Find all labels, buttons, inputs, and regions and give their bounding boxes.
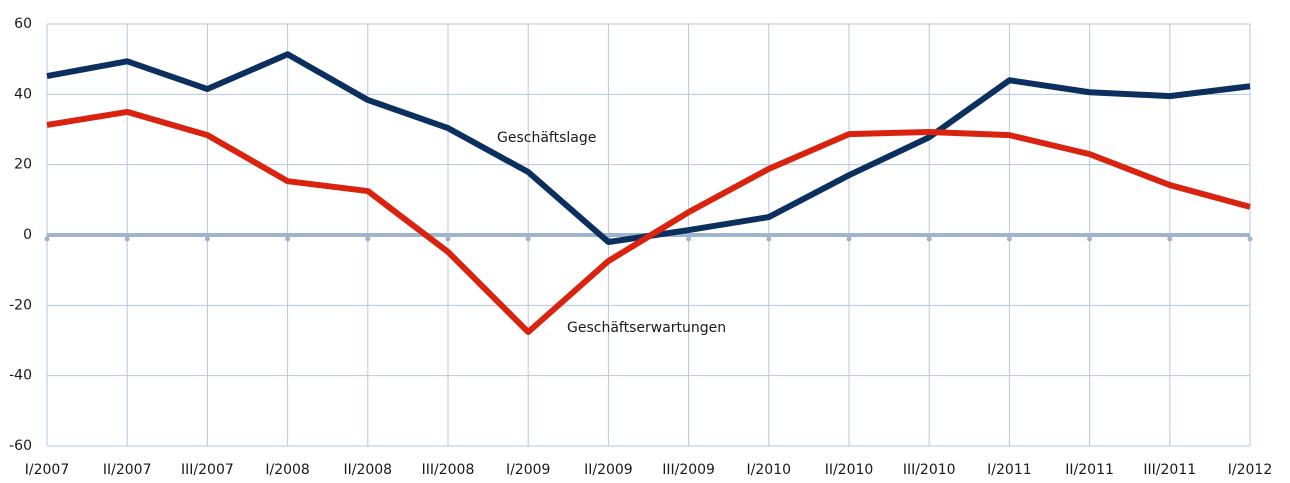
zero-line-dot — [1247, 236, 1253, 242]
x-tick-label: III/2010 — [903, 462, 956, 478]
zero-line-dot — [1167, 236, 1173, 242]
x-tick-label: I/2007 — [25, 462, 69, 478]
zero-line-dot — [124, 236, 130, 242]
x-tick-label: I/2012 — [1228, 462, 1272, 478]
zero-line-dot — [44, 236, 50, 242]
x-tick-label: III/2009 — [662, 462, 715, 478]
x-tick-label: III/2011 — [1143, 462, 1196, 478]
x-tick-label: III/2007 — [181, 462, 234, 478]
x-tick-label: III/2008 — [422, 462, 475, 478]
x-tick-label: I/2011 — [987, 462, 1031, 478]
zero-line-dot — [1087, 236, 1093, 242]
series-line — [46, 108, 1251, 336]
y-tick-label: -20 — [9, 297, 32, 313]
y-tick-label: -60 — [9, 438, 32, 454]
y-tick-label: -40 — [9, 368, 32, 384]
x-tick-label: II/2011 — [1065, 462, 1114, 478]
x-tick-label: II/2010 — [825, 462, 874, 478]
zero-line-dot — [846, 236, 852, 242]
y-tick-label: 20 — [14, 157, 32, 173]
y-tick-label: 60 — [14, 16, 32, 32]
x-tick-label: I/2009 — [506, 462, 550, 478]
zero-line-dot — [445, 236, 451, 242]
x-tick-label: II/2008 — [343, 462, 392, 478]
zero-line-dot — [926, 236, 932, 242]
x-tick-label: I/2010 — [747, 462, 791, 478]
x-tick-label: II/2009 — [584, 462, 633, 478]
zero-line-dot — [766, 236, 772, 242]
zero-line-dot — [525, 236, 531, 242]
zero-line-dot — [285, 236, 291, 242]
zero-line-dot — [686, 236, 692, 242]
series-label: Geschäftserwartungen — [567, 320, 726, 336]
x-tick-label: II/2007 — [103, 462, 152, 478]
x-tick-label: I/2008 — [265, 462, 309, 478]
zero-line-dot — [1006, 236, 1012, 242]
zero-line-dot — [204, 236, 210, 242]
zero-line-dot — [365, 236, 371, 242]
y-tick-label: 0 — [23, 227, 32, 243]
y-tick-label: 40 — [14, 86, 32, 102]
series-label: Geschäftslage — [497, 130, 596, 146]
